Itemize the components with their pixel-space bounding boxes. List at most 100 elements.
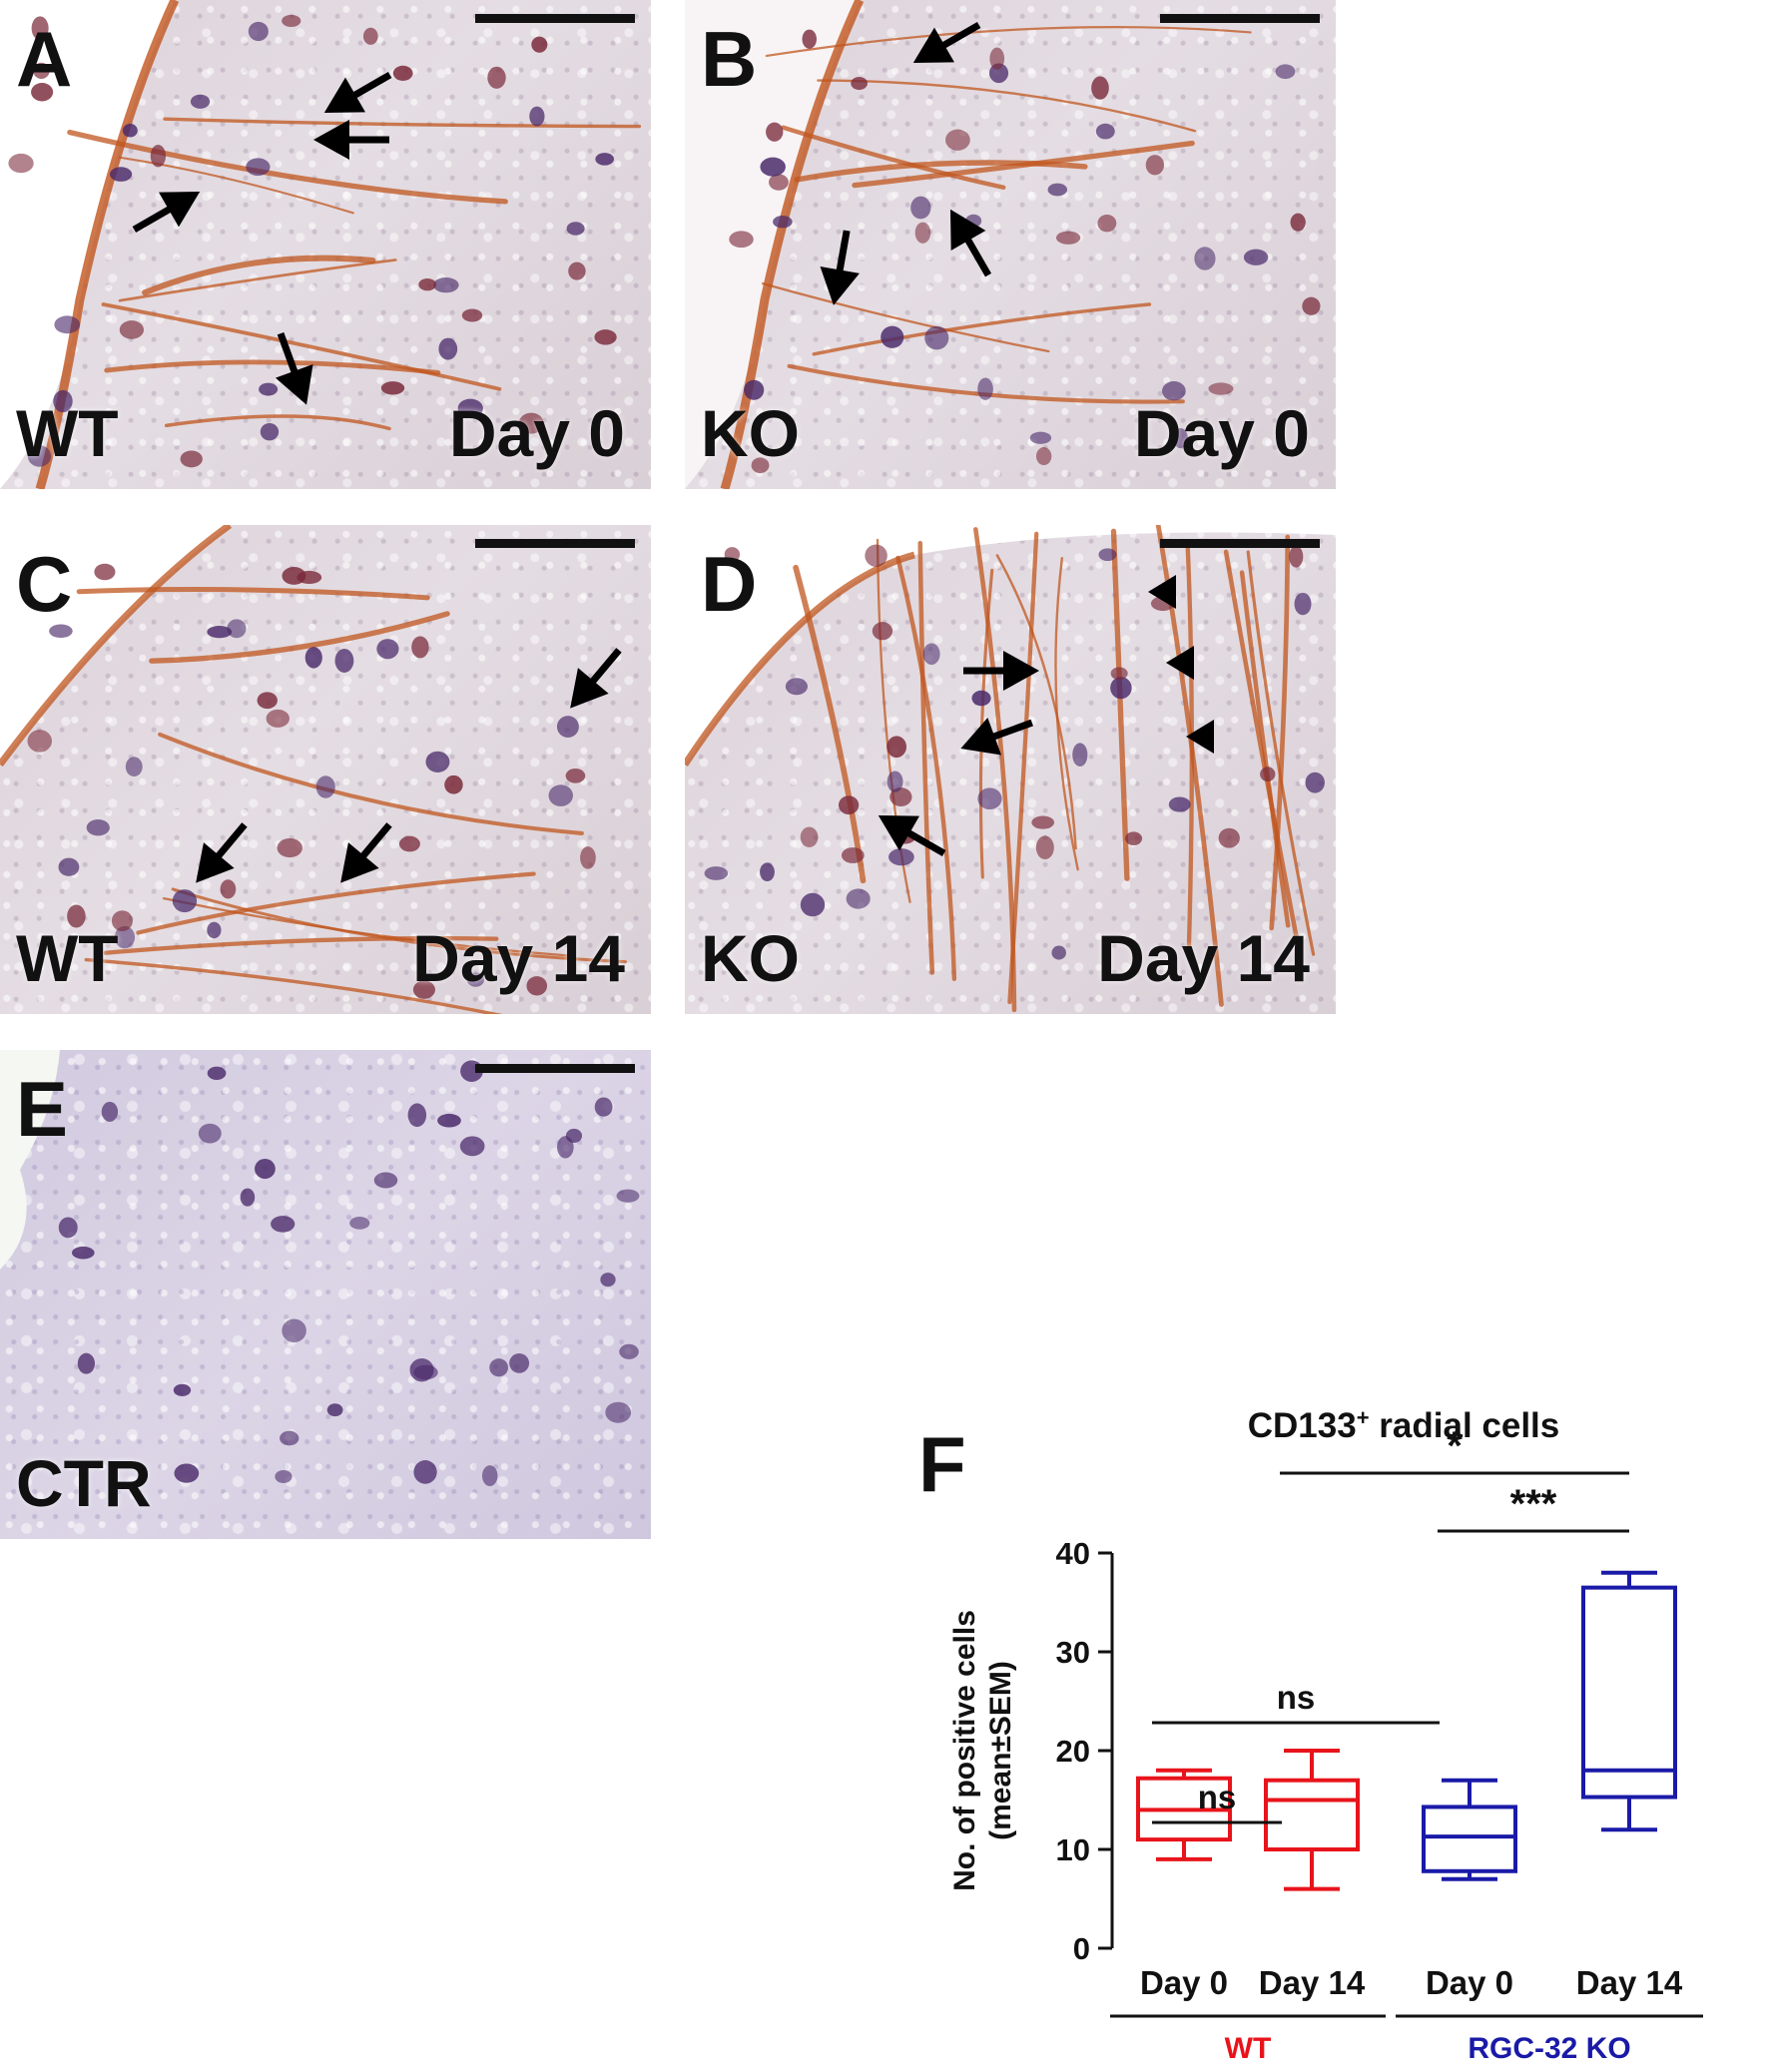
cell-nucleus <box>180 450 203 468</box>
cell-nucleus <box>275 1469 293 1483</box>
cell-nucleus <box>207 625 233 639</box>
cell-nucleus <box>594 1097 613 1117</box>
cell-nucleus <box>548 784 573 806</box>
cell-nucleus <box>568 261 586 280</box>
scale-bar <box>475 539 635 548</box>
box-plot-0 <box>1136 1768 1232 1861</box>
cell-nucleus <box>566 222 585 236</box>
cell-nucleus <box>1208 382 1234 395</box>
radial-process <box>1246 550 1316 956</box>
cell-nucleus <box>487 66 506 89</box>
cell-nucleus <box>481 1465 498 1487</box>
cell-nucleus <box>457 398 483 418</box>
cell-nucleus <box>198 1123 222 1144</box>
radial-process <box>101 302 502 391</box>
cell-nucleus <box>27 730 53 753</box>
cell-nucleus <box>1035 447 1052 466</box>
cell-nucleus <box>362 27 378 45</box>
tissue-texture <box>0 0 642 489</box>
cell-nucleus <box>296 570 322 585</box>
timepoint-label: Day 14 <box>412 921 625 995</box>
group-label: WT <box>1225 2032 1272 2065</box>
radial-process <box>765 26 1252 58</box>
arrow-icon <box>820 230 860 305</box>
genotype-label: WT <box>16 921 119 995</box>
slide-background <box>0 525 230 765</box>
x-tick-label: Day 14 <box>1259 1964 1366 2001</box>
panel-letter-a: A <box>16 15 73 103</box>
cell-nucleus <box>1055 231 1081 245</box>
cell-nucleus <box>886 736 907 759</box>
cell-nucleus <box>413 1460 437 1484</box>
cell-nucleus <box>595 153 615 166</box>
radial-process <box>1185 539 1195 957</box>
cell-nucleus <box>600 1273 616 1288</box>
y-tick-label: 0 <box>1073 1931 1090 1966</box>
cell-nucleus <box>173 1383 192 1396</box>
radial-process <box>761 281 1050 353</box>
cell-nucleus <box>227 619 247 639</box>
cell-nucleus <box>114 925 136 949</box>
cell-nucleus <box>373 1172 398 1189</box>
radial-process <box>793 564 867 884</box>
cell-nucleus <box>1289 545 1304 568</box>
radial-process <box>103 935 499 955</box>
cell-nucleus <box>531 36 548 53</box>
genotype-label: WT <box>16 396 119 470</box>
cell-nucleus <box>1072 743 1088 768</box>
cell-nucleus <box>380 381 405 395</box>
cell-nucleus <box>565 1128 583 1144</box>
radial-process <box>149 611 450 664</box>
cell-nucleus <box>526 976 548 996</box>
cell-nucleus <box>326 1403 343 1417</box>
scale-bar <box>1160 539 1320 548</box>
cell-nucleus <box>277 837 302 858</box>
genotype-label: KO <box>701 396 800 470</box>
box-plot-3 <box>1581 1570 1677 1832</box>
cell-nucleus <box>751 457 770 474</box>
cell-nucleus <box>27 445 52 467</box>
scale-bar <box>475 1064 635 1073</box>
cell-nucleus <box>58 1217 78 1239</box>
cell-nucleus <box>1098 548 1117 562</box>
cell-nucleus <box>125 757 143 777</box>
significance-label: * <box>1447 1424 1463 1468</box>
cell-nucleus <box>111 910 133 932</box>
micrograph-panel-e: E CTR <box>0 1050 651 1539</box>
cell-nucleus <box>58 857 80 876</box>
radial-process <box>164 414 391 431</box>
cell-nucleus <box>1125 831 1143 845</box>
tissue-texture <box>685 0 1321 489</box>
tissue-texture <box>0 1050 640 1487</box>
cell-nucleus <box>150 144 167 168</box>
cell-nucleus <box>260 422 280 441</box>
radial-process <box>895 555 957 981</box>
cell-nucleus <box>1275 64 1296 80</box>
arrow-icon <box>949 209 992 277</box>
arrow-icon <box>132 191 201 234</box>
radial-process <box>1223 549 1300 943</box>
panel-letter-b: B <box>701 15 758 103</box>
micrograph-panel-c: C WT Day 14 <box>0 525 651 1014</box>
cell-nucleus <box>255 1159 276 1180</box>
cell-nucleus <box>466 972 485 987</box>
cell-nucleus <box>1029 431 1052 444</box>
cell-nucleus <box>67 904 86 928</box>
cell-nucleus <box>315 776 335 798</box>
genotype-label: CTR <box>16 1446 152 1520</box>
cell-nucleus <box>207 921 222 939</box>
cell-nucleus <box>802 29 817 49</box>
cell-nucleus <box>172 889 198 913</box>
y-tick-label: 40 <box>1056 1536 1090 1571</box>
cell-nucleus <box>773 216 793 229</box>
tissue-edge <box>0 525 233 768</box>
cell-nucleus <box>989 47 1005 70</box>
cell-nucleus <box>924 325 949 350</box>
cell-nucleus <box>444 775 463 794</box>
cell-nucleus <box>109 167 133 182</box>
radial-process <box>76 587 430 601</box>
cell-nucleus <box>518 412 544 434</box>
timepoint-label: Day 14 <box>1097 921 1310 995</box>
y-tick-label: 10 <box>1056 1832 1090 1867</box>
cell-nucleus <box>1145 155 1165 176</box>
